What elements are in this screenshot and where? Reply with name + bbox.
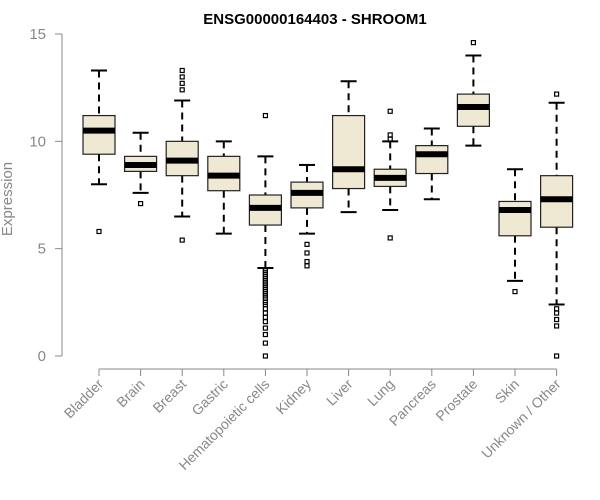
x-tick-label: Brain xyxy=(113,376,147,410)
x-tick-label: Bladder xyxy=(61,376,107,422)
x-tick-label: Liver xyxy=(323,376,356,409)
outlier-point xyxy=(387,235,393,241)
box-kidney xyxy=(290,163,324,269)
outlier-point xyxy=(553,323,560,329)
box-lung xyxy=(373,108,407,241)
outlier-point xyxy=(304,241,310,247)
box-iqr xyxy=(82,114,116,155)
outlier-point xyxy=(262,319,268,325)
outlier-point xyxy=(387,132,393,138)
outlier-point xyxy=(304,250,310,256)
outlier-point xyxy=(262,331,268,338)
chart-title: ENSG00000164403 - SHROOM1 xyxy=(203,11,426,28)
outlier-point xyxy=(553,91,560,97)
y-tick-label: 5 xyxy=(38,241,46,258)
outlier-point xyxy=(179,237,185,243)
outlier-point xyxy=(553,310,560,316)
outlier-point xyxy=(262,267,268,273)
box-breast xyxy=(165,67,199,243)
y-tick-label: 15 xyxy=(29,26,46,43)
outlier-point xyxy=(262,310,268,316)
x-tick-label: Kidney xyxy=(273,376,315,418)
outlier-point xyxy=(553,353,560,359)
y-axis: 0 5 10 15 xyxy=(29,26,63,365)
outlier-point xyxy=(262,340,268,346)
x-tick-label: Unknown / Other xyxy=(478,376,564,462)
outlier-point xyxy=(512,289,518,295)
outlier-point xyxy=(304,263,310,269)
box-iqr xyxy=(332,114,366,190)
outlier-point xyxy=(262,353,268,359)
outlier-point xyxy=(179,74,185,80)
box-iqr xyxy=(498,200,532,237)
boxes-group xyxy=(82,39,574,359)
outlier-point xyxy=(387,108,393,114)
x-tick-label: Skin xyxy=(492,376,523,407)
y-tick-label: 10 xyxy=(29,133,46,150)
x-tick-label: Breast xyxy=(149,376,189,416)
box-hematopoietic-cells xyxy=(248,112,282,359)
outlier-point xyxy=(553,316,560,323)
box-liver xyxy=(332,80,366,214)
outlier-point xyxy=(179,87,185,93)
outlier-point xyxy=(304,258,310,265)
box-iqr xyxy=(415,145,449,175)
outlier-point xyxy=(262,306,268,312)
x-tick-label: Lung xyxy=(364,376,397,409)
box-skin xyxy=(498,168,532,295)
x-tick-label: Prostate xyxy=(432,376,480,424)
outlier-point xyxy=(96,228,102,235)
outlier-point xyxy=(553,306,560,312)
y-axis-label: Expression xyxy=(0,162,16,236)
box-iqr xyxy=(456,93,490,127)
outlier-point xyxy=(262,325,268,331)
y-tick-label: 0 xyxy=(38,348,46,365)
outlier-point xyxy=(138,200,144,207)
outlier-point xyxy=(179,80,185,86)
box-gastric xyxy=(207,140,241,235)
outlier-point xyxy=(262,314,268,320)
box-unknown-other xyxy=(539,91,574,359)
box-brain xyxy=(123,131,158,207)
box-bladder xyxy=(82,69,116,235)
box-prostate xyxy=(456,39,490,147)
outlier-point xyxy=(179,67,185,74)
outlier-point xyxy=(262,112,268,119)
box-pancreas xyxy=(415,127,449,201)
outlier-point xyxy=(470,39,476,46)
